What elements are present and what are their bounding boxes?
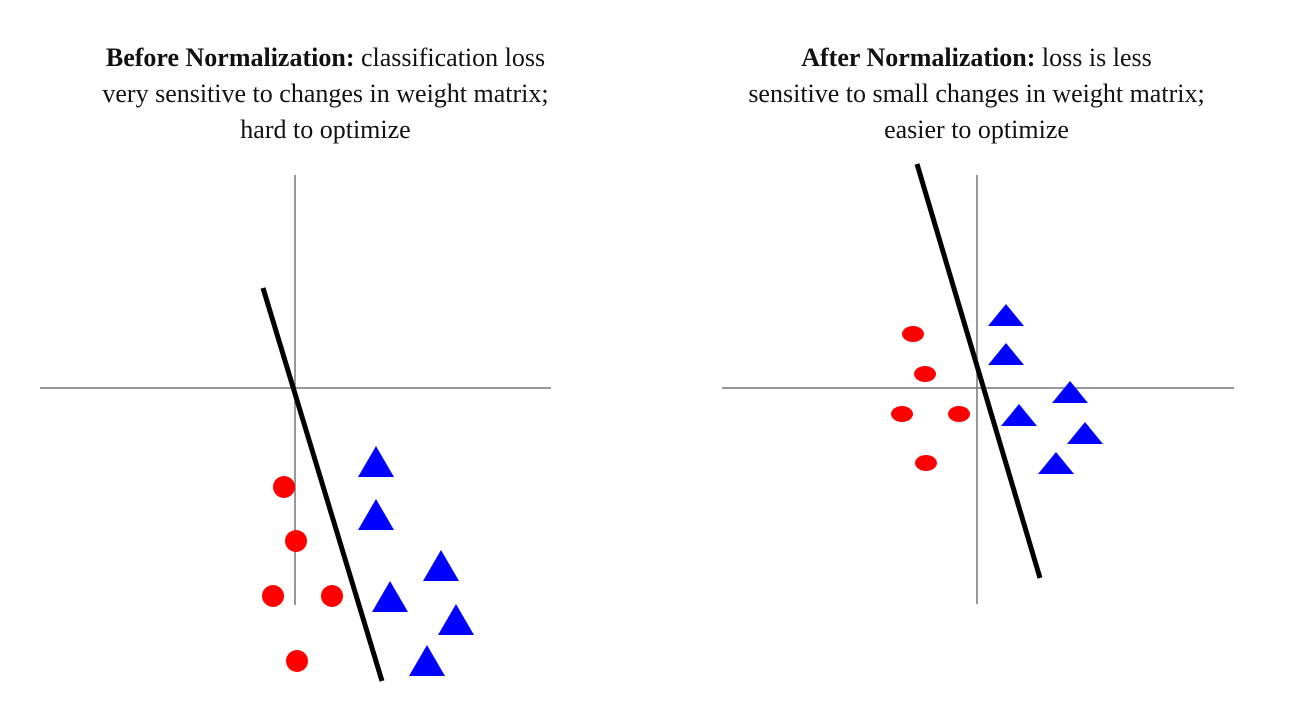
panel-caption: Before Normalization: classification los…: [0, 40, 651, 148]
red-point: [948, 406, 970, 422]
blue-triangle: [988, 304, 1024, 326]
caption-bold-label: Before Normalization:: [105, 43, 355, 72]
blue-triangle: [423, 550, 459, 581]
blue-triangle: [1052, 381, 1088, 403]
red-point: [273, 476, 295, 498]
blue-triangle: [988, 343, 1024, 365]
blue-triangle: [1067, 422, 1103, 444]
caption-rest: classification loss: [360, 43, 546, 72]
blue-triangle: [1001, 404, 1037, 426]
panel-after-normalization: After Normalization: loss is less sensit…: [651, 0, 1302, 715]
caption-line-1: Before Normalization: classification los…: [0, 40, 651, 76]
red-point: [285, 530, 307, 552]
red-point: [286, 650, 308, 672]
blue-points: [988, 304, 1103, 474]
blue-triangle: [358, 499, 394, 530]
caption-rest: loss is less: [1041, 43, 1152, 72]
scatter-diagram-after: [722, 163, 1234, 604]
red-point: [902, 326, 924, 342]
red-points: [262, 476, 343, 672]
red-point: [891, 406, 913, 422]
red-point: [915, 455, 937, 471]
panel-before-normalization: Before Normalization: classification los…: [0, 40, 651, 682]
blue-points: [358, 446, 474, 676]
caption-line-3: easier to optimize: [884, 115, 1069, 144]
caption-line-2: very sensitive to changes in weight matr…: [102, 79, 549, 108]
blue-triangle: [358, 446, 394, 477]
caption-line-3: hard to optimize: [240, 115, 411, 144]
blue-triangle: [438, 604, 474, 635]
scatter-diagram-before: [40, 175, 551, 682]
blue-triangle: [372, 581, 408, 612]
red-point: [262, 585, 284, 607]
decision-boundary: [914, 163, 1043, 579]
caption-line-1: After Normalization: loss is less: [651, 40, 1302, 76]
blue-triangle: [409, 645, 445, 676]
red-points: [891, 326, 970, 471]
red-point: [321, 585, 343, 607]
caption-line-2: sensitive to small changes in weight mat…: [748, 79, 1205, 108]
red-point: [914, 366, 936, 382]
panel-caption: After Normalization: loss is less sensit…: [651, 40, 1302, 148]
decision-boundary: [260, 287, 385, 682]
caption-bold-label: After Normalization:: [801, 43, 1036, 72]
blue-triangle: [1038, 452, 1074, 474]
